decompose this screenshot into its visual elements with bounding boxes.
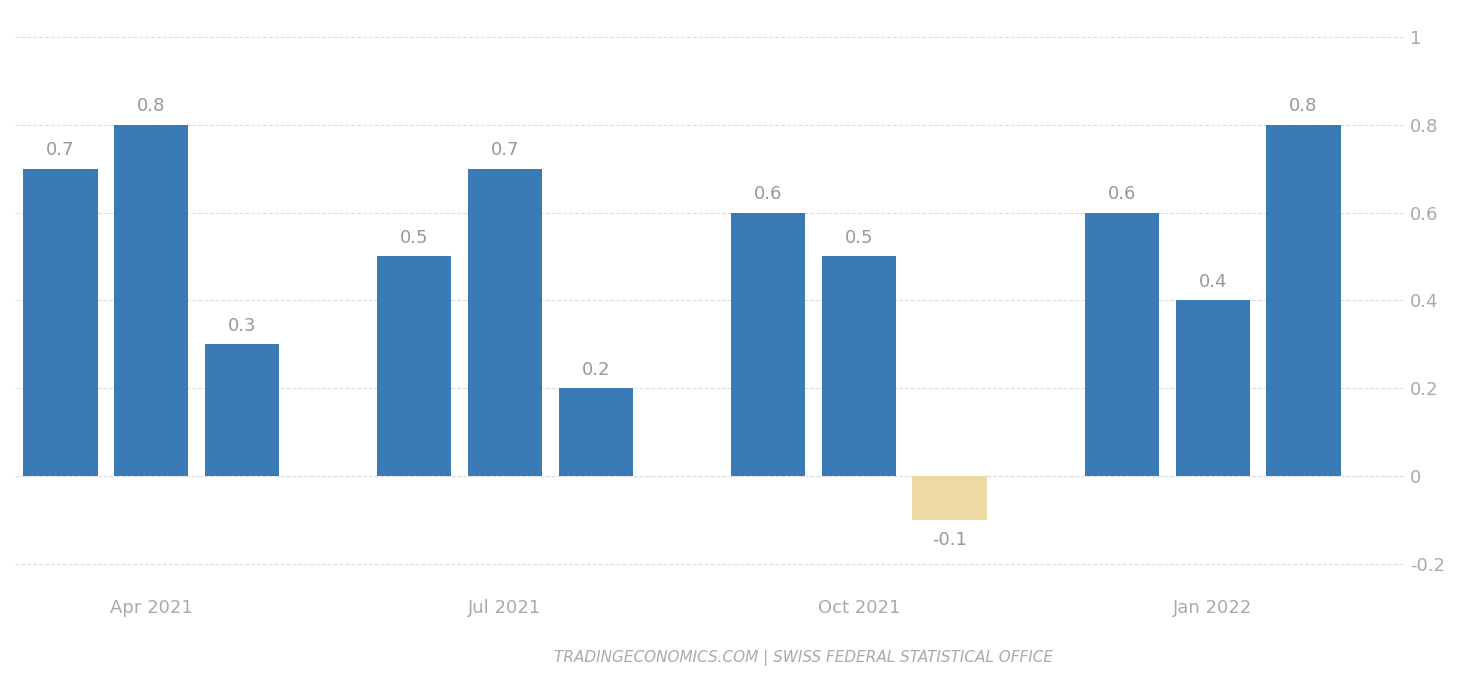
Text: 0.8: 0.8 xyxy=(137,97,165,115)
Bar xyxy=(822,256,896,476)
Text: 0.3: 0.3 xyxy=(228,317,255,335)
Text: 0.6: 0.6 xyxy=(753,185,783,203)
Bar xyxy=(912,476,987,520)
Text: 0.8: 0.8 xyxy=(1289,97,1318,115)
Text: -0.1: -0.1 xyxy=(931,531,967,549)
Text: 0.6: 0.6 xyxy=(1108,185,1136,203)
Bar xyxy=(1175,301,1250,476)
Text: 0.7: 0.7 xyxy=(491,141,520,159)
Bar xyxy=(377,256,451,476)
Text: 0.5: 0.5 xyxy=(845,228,873,247)
Bar xyxy=(114,124,188,476)
Bar xyxy=(1266,124,1340,476)
Bar xyxy=(1085,213,1159,476)
Text: 0.7: 0.7 xyxy=(47,141,74,159)
Bar xyxy=(559,388,634,476)
Text: 0.4: 0.4 xyxy=(1199,273,1226,291)
Bar xyxy=(204,344,279,476)
Text: TRADINGECONOMICS.COM | SWISS FEDERAL STATISTICAL OFFICE: TRADINGECONOMICS.COM | SWISS FEDERAL STA… xyxy=(553,650,1053,666)
Bar xyxy=(731,213,806,476)
Text: 0.2: 0.2 xyxy=(581,360,610,379)
Text: 0.5: 0.5 xyxy=(400,228,428,247)
Bar xyxy=(23,169,98,476)
Bar xyxy=(467,169,542,476)
